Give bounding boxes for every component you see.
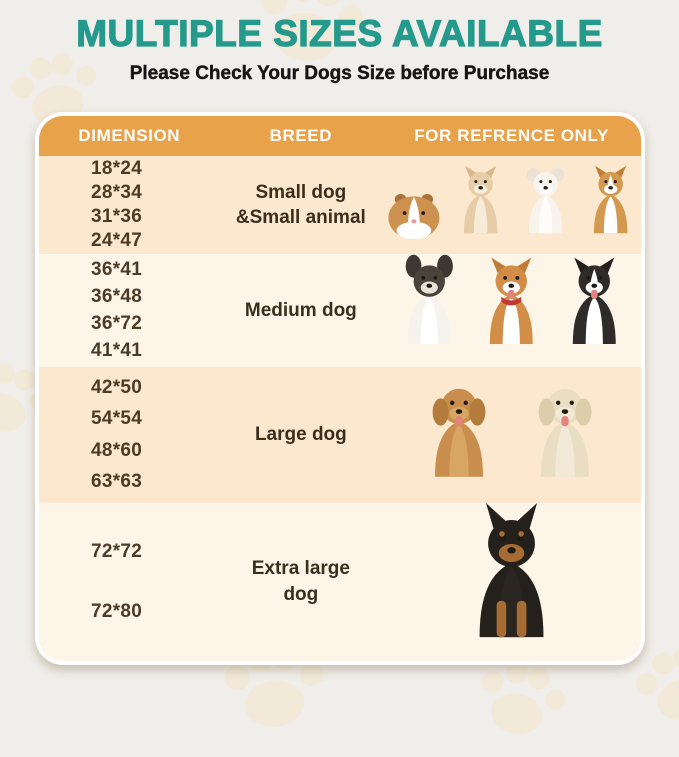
size-value: 31*36: [91, 206, 143, 228]
labrador-icon: [521, 376, 609, 493]
breed-label: Extra large dog: [251, 558, 350, 605]
breed-label: Medium dog: [244, 300, 357, 322]
golden-retriever-icon: [415, 376, 503, 493]
size-value: 72*72: [91, 541, 143, 562]
doberman-icon: [453, 503, 570, 657]
page-title: MULTIPLE SIZES AVAILABLE: [76, 12, 603, 54]
size-value: 72*80: [91, 601, 143, 622]
dimension-list: 36*41 36*48 36*72 41*41: [39, 254, 220, 367]
table-row-small: 18*24 28*34 31*36 24*47 Small dog &Small…: [39, 156, 641, 255]
header-reference: FOR REFRENCE ONLY: [414, 126, 609, 145]
french-bulldog-icon: [390, 254, 469, 359]
table-header: DIMENSION BREED FOR REFRENCE ONLY: [39, 116, 641, 156]
page-subtitle: Please Check Your Dogs Size before Purch…: [129, 63, 550, 84]
header-dimension: DIMENSION: [78, 126, 181, 145]
dimension-list: 18*24 28*34 31*36 24*47: [39, 156, 220, 254]
size-value: 54*54: [91, 408, 143, 430]
corgi-icon: [580, 163, 641, 246]
shiba-inu-icon: [472, 254, 551, 359]
table-row-large: 42*50 54*54 48*60 63*63 Large dog: [39, 367, 641, 503]
paw-print-icon: [240, 0, 376, 86]
size-value: 36*72: [91, 313, 143, 335]
size-value: 24*47: [91, 230, 143, 252]
size-value: 63*63: [91, 471, 143, 493]
size-value: 18*24: [91, 158, 143, 180]
dimension-list: 42*50 54*54 48*60 63*63: [39, 367, 220, 503]
size-chart-table: DIMENSION BREED FOR REFRENCE ONLY 18*24 …: [35, 112, 645, 665]
reference-images: [382, 254, 641, 367]
border-collie-icon: [555, 254, 634, 359]
size-value: 48*60: [91, 439, 143, 461]
paw-print-icon: [0, 29, 115, 150]
reference-images: [382, 156, 641, 254]
table-row-medium: 36*41 36*48 36*72 41*41 Medium dog: [39, 254, 641, 368]
size-value: 36*41: [91, 259, 143, 281]
size-value: 36*48: [91, 286, 143, 308]
breed-label: Small dog &Small animal: [235, 181, 366, 229]
size-value: 42*50: [91, 376, 143, 398]
reference-images: [382, 503, 641, 661]
size-value: 28*34: [91, 182, 143, 204]
reference-images: [382, 367, 641, 503]
header-breed: BREED: [269, 126, 333, 145]
table-row-extra-large: 72*72 72*80 Extra large dog: [39, 503, 641, 661]
size-value: 41*41: [91, 340, 143, 362]
bichon-frise-icon: [515, 163, 576, 246]
dimension-list: 72*72 72*80: [39, 503, 220, 661]
breed-label: Large dog: [254, 424, 347, 446]
chihuahua-icon: [450, 163, 511, 246]
guinea-pig-icon: [382, 183, 446, 246]
